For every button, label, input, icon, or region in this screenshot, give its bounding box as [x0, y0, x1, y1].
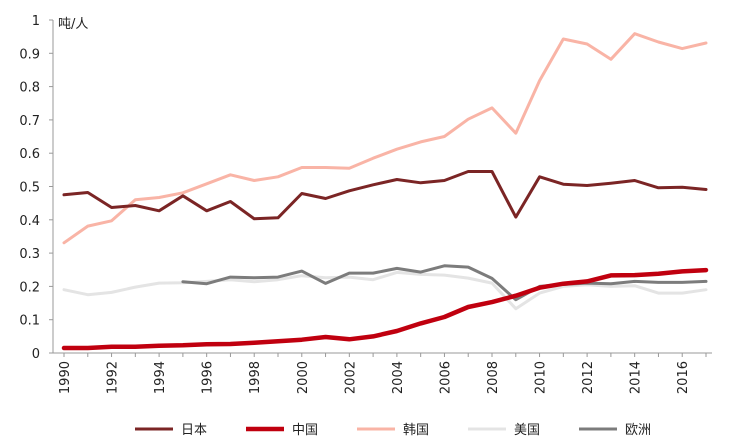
legend-label: 韩国 — [403, 423, 429, 438]
y-tick-label: 0.9 — [19, 47, 40, 62]
series-lines — [61, 32, 709, 351]
x-tick-label: 2014 — [629, 361, 644, 394]
legend-label: 美国 — [514, 423, 540, 438]
legend-label: 日本 — [181, 423, 207, 438]
y-tick-label: 0.1 — [19, 314, 40, 329]
y-tick-label: 0.8 — [19, 81, 40, 96]
x-tick-label: 2016 — [676, 361, 691, 394]
y-tick-label: 0 — [32, 347, 40, 362]
y-tick-label: 0.6 — [19, 147, 40, 162]
x-axis-tick-labels: 1990 1992 1994 1996 1998 2000 2002 2004 2006 2008… — [58, 361, 691, 394]
legend-label: 欧洲 — [625, 423, 651, 438]
x-tick-label: 2000 — [296, 361, 311, 394]
x-tick-label: 1992 — [106, 361, 121, 394]
y-axis-tick-labels: 0 0.1 0.2 0.3 0.4 0.5 0.6 0.7 0.8 0.9 1 — [19, 14, 40, 362]
y-tick-label: 0.5 — [19, 181, 40, 196]
y-tick-label: 1 — [32, 14, 40, 29]
y-tick-label: 0.4 — [19, 214, 40, 229]
series-line-3 — [62, 270, 708, 311]
x-tick-label: 2012 — [581, 361, 596, 394]
series-line-1 — [61, 267, 709, 351]
x-tick-label: 2008 — [486, 361, 501, 394]
unit-label: 吨/人 — [58, 17, 88, 32]
x-tick-label: 1990 — [58, 361, 73, 394]
y-tick-label: 0.2 — [19, 280, 40, 295]
x-tick-label: 2010 — [534, 361, 549, 394]
legend: 日本 中国 韩国 美国 欧洲 — [135, 423, 651, 438]
x-tick-label: 2004 — [391, 361, 406, 394]
x-tick-label: 1998 — [248, 361, 263, 394]
axes — [49, 19, 712, 357]
series-line-0 — [62, 170, 708, 221]
series-line-4 — [181, 264, 708, 302]
y-tick-label: 0.7 — [19, 114, 40, 129]
x-tick-label: 2002 — [343, 361, 358, 394]
series-line-2 — [62, 32, 708, 245]
legend-label: 中国 — [292, 423, 318, 438]
x-tick-label: 1994 — [153, 361, 168, 394]
x-tick-label: 1996 — [201, 361, 216, 394]
y-tick-label: 0.3 — [19, 247, 40, 262]
x-tick-label: 2006 — [438, 361, 453, 394]
